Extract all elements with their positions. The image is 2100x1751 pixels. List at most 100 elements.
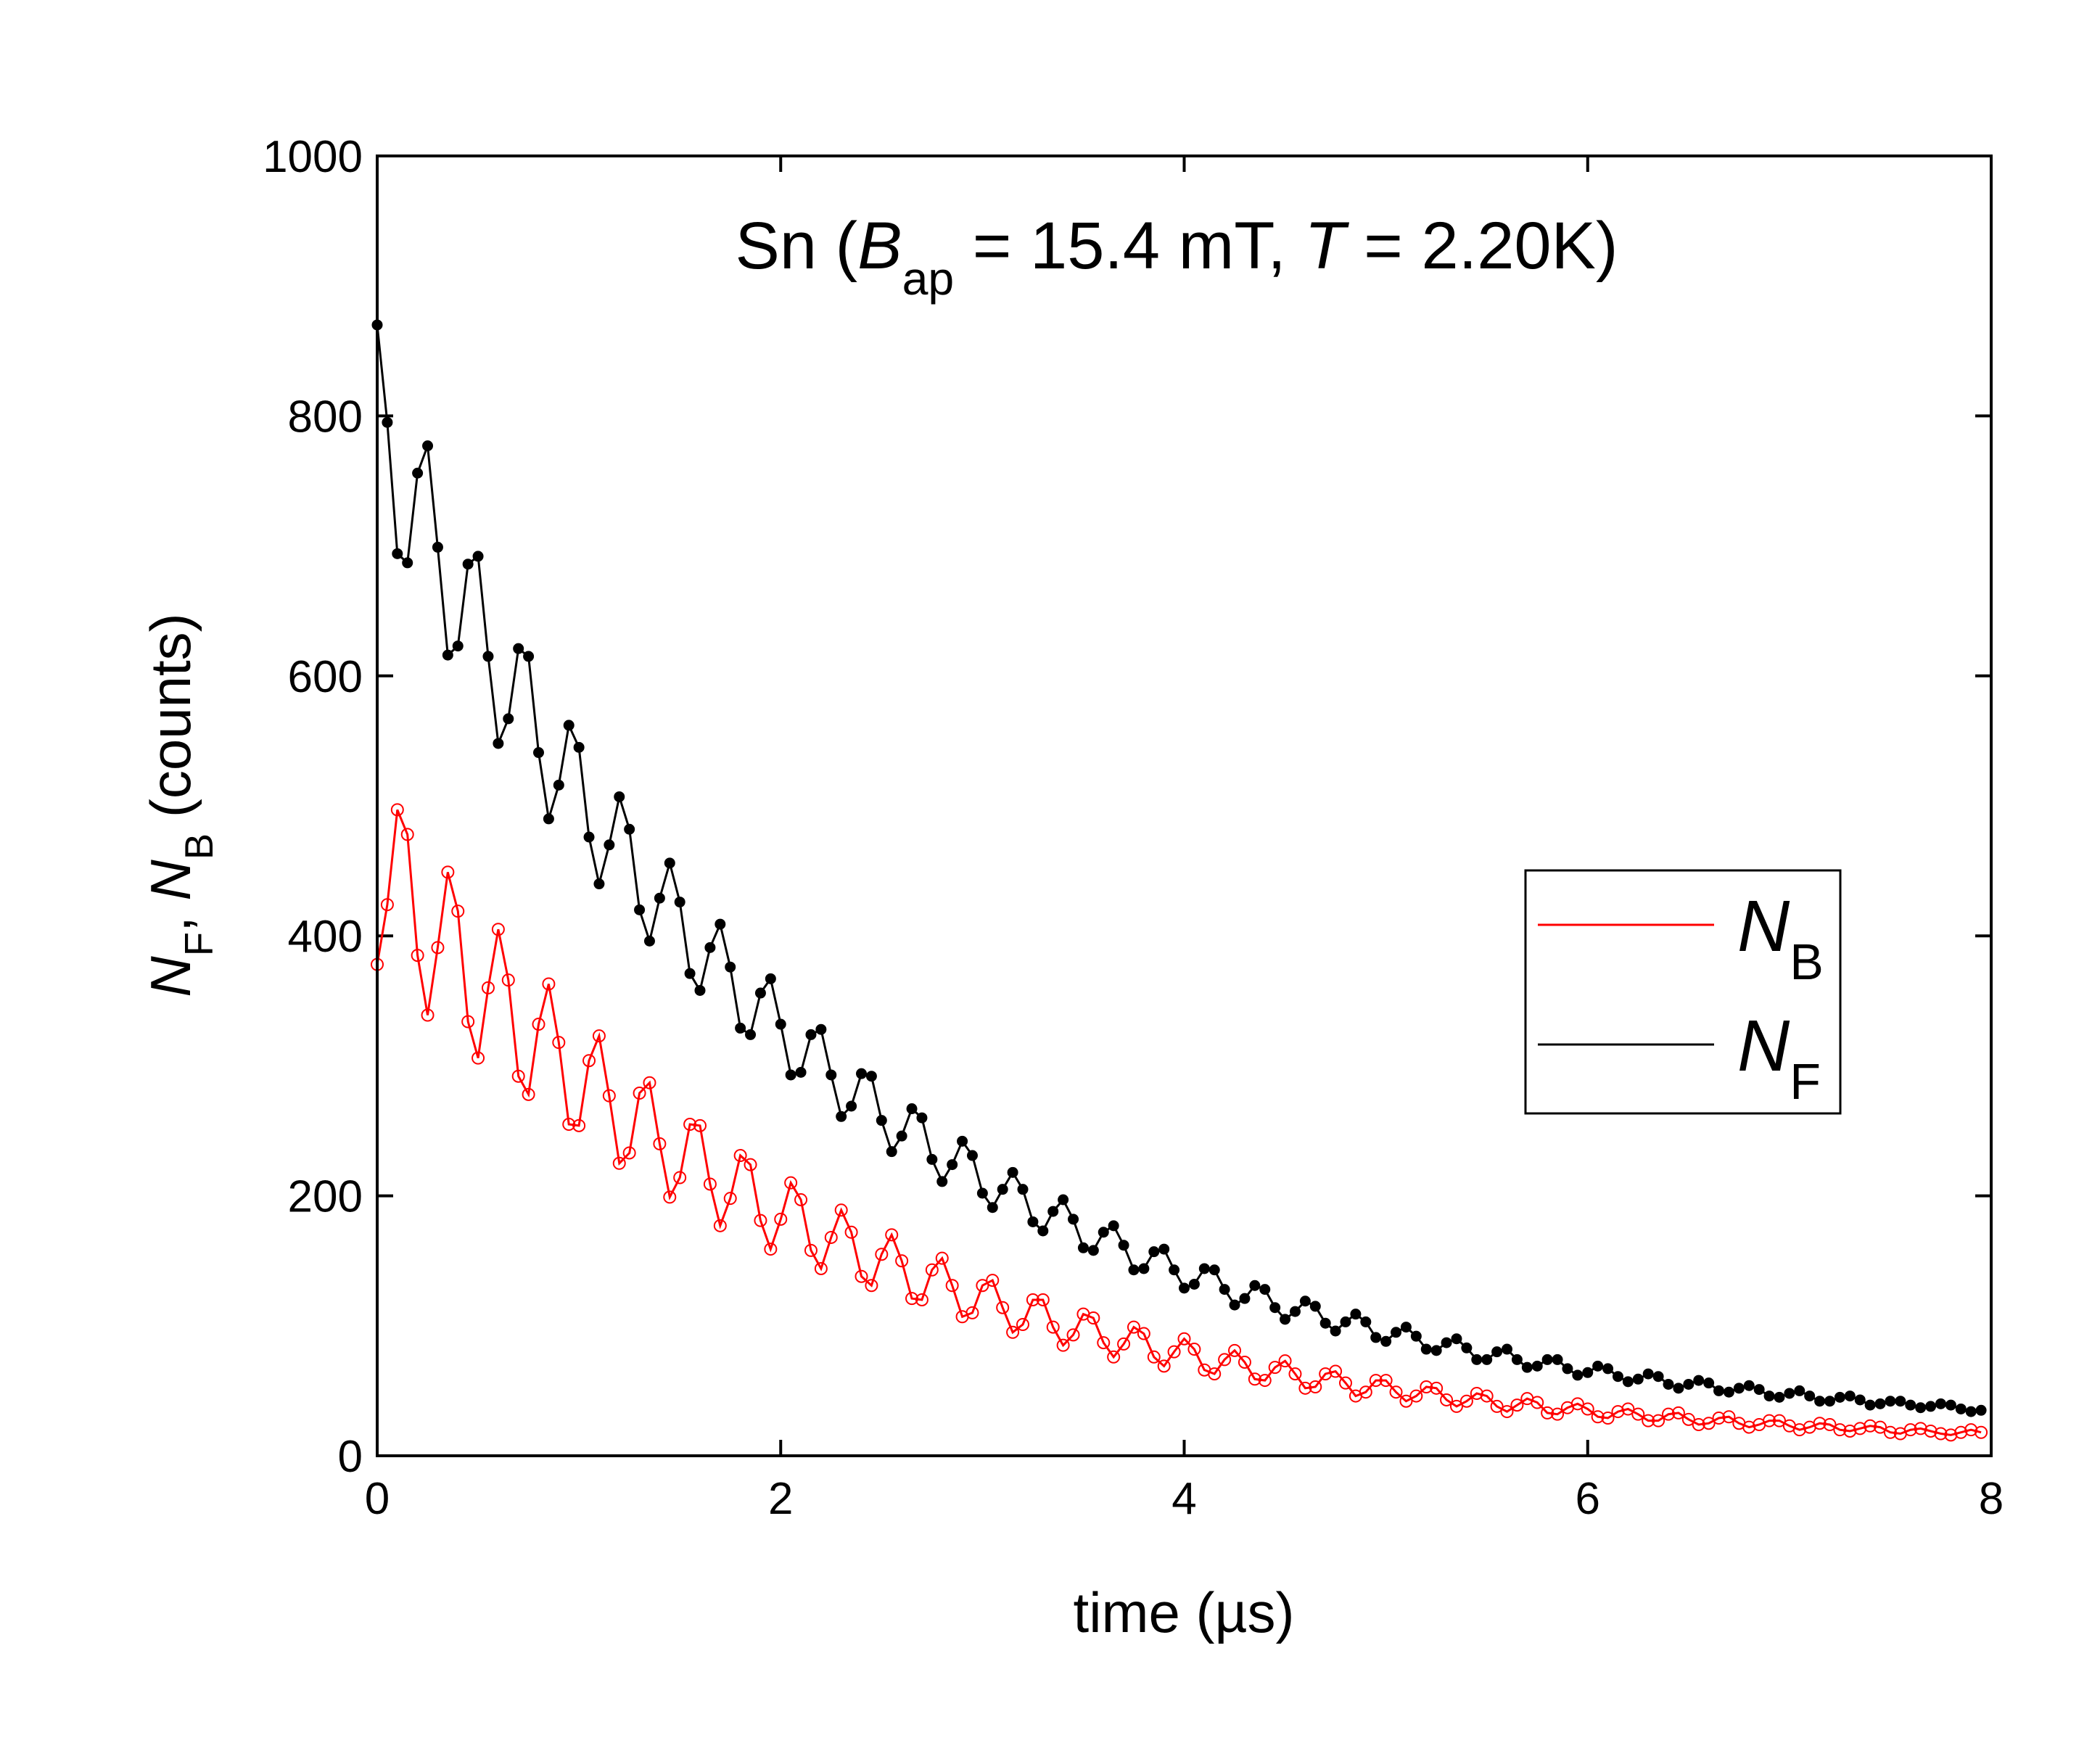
data-point [1056,1338,1070,1352]
data-point [784,1176,798,1190]
data-point [612,1156,626,1170]
legend-label: NB [1737,886,1824,990]
data-point [1046,1320,1060,1334]
data-point [1713,1385,1725,1396]
data-point [1854,1394,1866,1406]
data-point [1570,1397,1584,1411]
data-point [1824,1396,1835,1407]
data-point [1026,1293,1039,1306]
data-point [775,1018,786,1030]
text-part: N [1737,1005,1790,1087]
data-point [1298,1381,1312,1395]
data-point [1864,1399,1876,1411]
data-point [472,551,484,562]
data-point [693,1118,707,1132]
data-point [1118,1240,1129,1251]
data-point [1208,1367,1222,1381]
data-point [804,1243,818,1257]
data-point [593,878,605,890]
data-point [481,981,495,994]
data-point [1964,1423,1978,1437]
data-point [774,1212,788,1226]
data-point [1137,1327,1150,1340]
data-point [1914,1422,1927,1435]
x-tick-label: 4 [1172,1474,1196,1524]
data-point [1945,1399,1956,1411]
data-point [1188,1278,1200,1290]
data-point [1249,1280,1261,1291]
data-point [1299,1295,1311,1307]
data-point [472,1051,485,1065]
data-point [1592,1360,1604,1372]
data-point [1903,1423,1917,1437]
data-point [694,984,706,996]
legend-label: NF [1737,1005,1821,1110]
data-point [553,779,564,791]
data-point [633,1087,646,1100]
data-point [764,1243,778,1256]
data-point [1883,1425,1897,1439]
data-point [441,865,455,879]
data-point [1552,1354,1563,1365]
y-tick-label: 1000 [263,132,363,182]
x-tick-label: 6 [1576,1474,1600,1524]
data-point [1128,1264,1140,1276]
data-point [380,898,394,912]
data-point [1449,1399,1463,1413]
data-point [1066,1328,1080,1342]
data-point [522,1087,535,1101]
data-point [614,791,625,802]
data-point [1602,1363,1614,1375]
data-point [563,720,575,731]
data-point [856,1068,867,1079]
data-point [815,1023,827,1035]
data-point [503,713,514,725]
data-point [1823,1417,1837,1431]
data-point [493,738,504,749]
legend-box [1524,869,1842,1115]
data-point [622,1146,636,1160]
data-point [1814,1396,1826,1407]
data-point [1268,1361,1282,1375]
data-point [573,741,585,753]
data-point [411,949,424,963]
data-point [1642,1414,1655,1427]
plot-frame [376,154,1993,1457]
data-point [1198,1263,1210,1274]
data-point [402,557,413,569]
data-point [976,1279,989,1293]
text-part: F [177,932,221,956]
x-tick-label: 2 [768,1474,793,1524]
data-point [1470,1386,1483,1400]
data-point [1087,1311,1100,1325]
data-point [543,813,554,825]
data-point [1187,1343,1201,1356]
data-point [1330,1325,1341,1337]
data-point [533,747,544,759]
data-point [754,987,766,999]
text-part: N [139,860,202,901]
data-point [1562,1363,1573,1375]
data-point [947,1159,958,1171]
data-point [431,941,445,955]
data-point [1481,1354,1493,1365]
data-point [1511,1354,1523,1365]
data-point [1158,1243,1170,1255]
data-point [1219,1284,1230,1295]
y-axis-label: NF, NB (counts) [139,613,221,997]
data-point [814,1261,828,1275]
data-point [653,1137,667,1150]
data-point [1167,1345,1181,1359]
data-point [1642,1368,1654,1380]
data-point [1208,1264,1220,1276]
data-point [1502,1343,1512,1355]
data-point [1309,1380,1322,1394]
data-point [654,892,665,904]
data-point [1107,1350,1121,1364]
data-point [1662,1407,1675,1421]
data-point [1652,1371,1664,1383]
text-part: T [1304,209,1349,283]
data-point [1440,1393,1454,1406]
data-point [663,1190,677,1204]
